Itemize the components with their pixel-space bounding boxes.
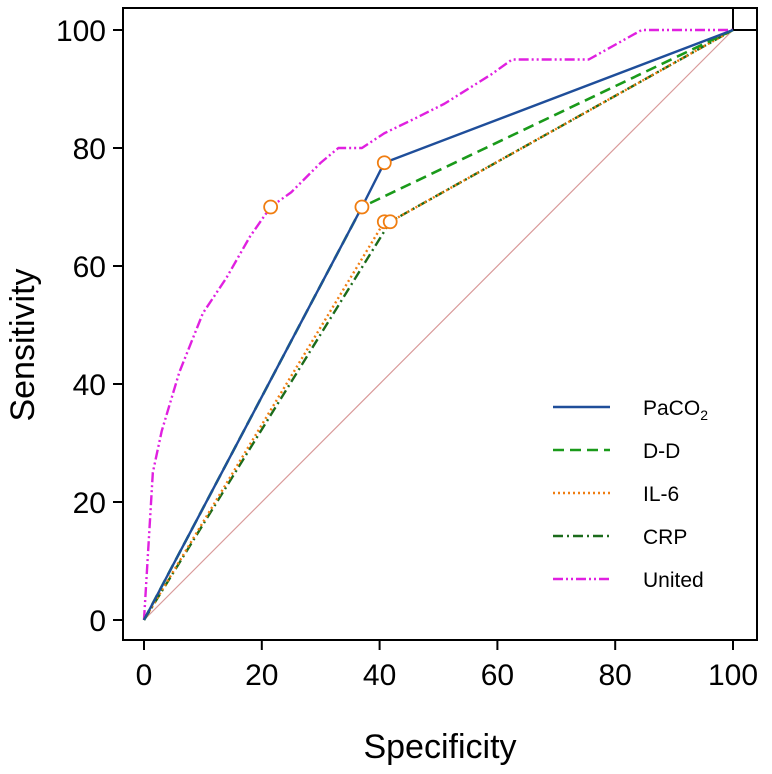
x-axis-label: Specificity	[363, 728, 516, 766]
reference-diagonal-line	[143, 29, 734, 621]
legend-label: United	[643, 569, 704, 592]
x-tick-label: 60	[481, 659, 514, 692]
x-tick-label: 40	[363, 659, 396, 692]
legend-label-text: United	[643, 569, 704, 592]
x-tick-label: 0	[136, 659, 153, 692]
x-tick-label: 100	[708, 659, 758, 692]
cutoff-marker-d-d	[354, 199, 370, 215]
legend-label-text: IL-6	[643, 483, 679, 506]
y-axis-label: Sensitivity	[4, 268, 42, 421]
x-tick-label: 20	[245, 659, 278, 692]
legend-label-text: CRP	[643, 526, 687, 549]
legend-label: D-D	[643, 440, 680, 463]
y-tick-label: 0	[89, 605, 106, 638]
legend-label-text: PaCO	[643, 397, 700, 420]
legend-label-subscript: 2	[700, 407, 708, 423]
legend-label-text: D-D	[643, 440, 680, 463]
x-tick-label: 80	[599, 659, 632, 692]
corner-box	[732, 7, 758, 31]
y-tick-label: 60	[73, 251, 106, 284]
cutoff-marker-united	[263, 199, 279, 215]
y-tick-label: 100	[56, 15, 106, 48]
legend-label: IL-6	[643, 483, 679, 506]
plot-frame	[122, 7, 758, 641]
cutoff-marker-crp	[382, 214, 398, 230]
cutoff-marker-paco2	[376, 155, 392, 171]
legend-label: PaCO2	[643, 397, 708, 423]
series-line-paco2	[142, 28, 734, 621]
legend: PaCO2 D-D IL-6 CRP United	[553, 397, 708, 592]
y-tick-label: 80	[73, 133, 106, 166]
legend-label: CRP	[643, 526, 687, 549]
y-tick-label: 40	[73, 369, 106, 402]
y-tick-label: 20	[73, 487, 106, 520]
series-line-united	[142, 28, 733, 621]
